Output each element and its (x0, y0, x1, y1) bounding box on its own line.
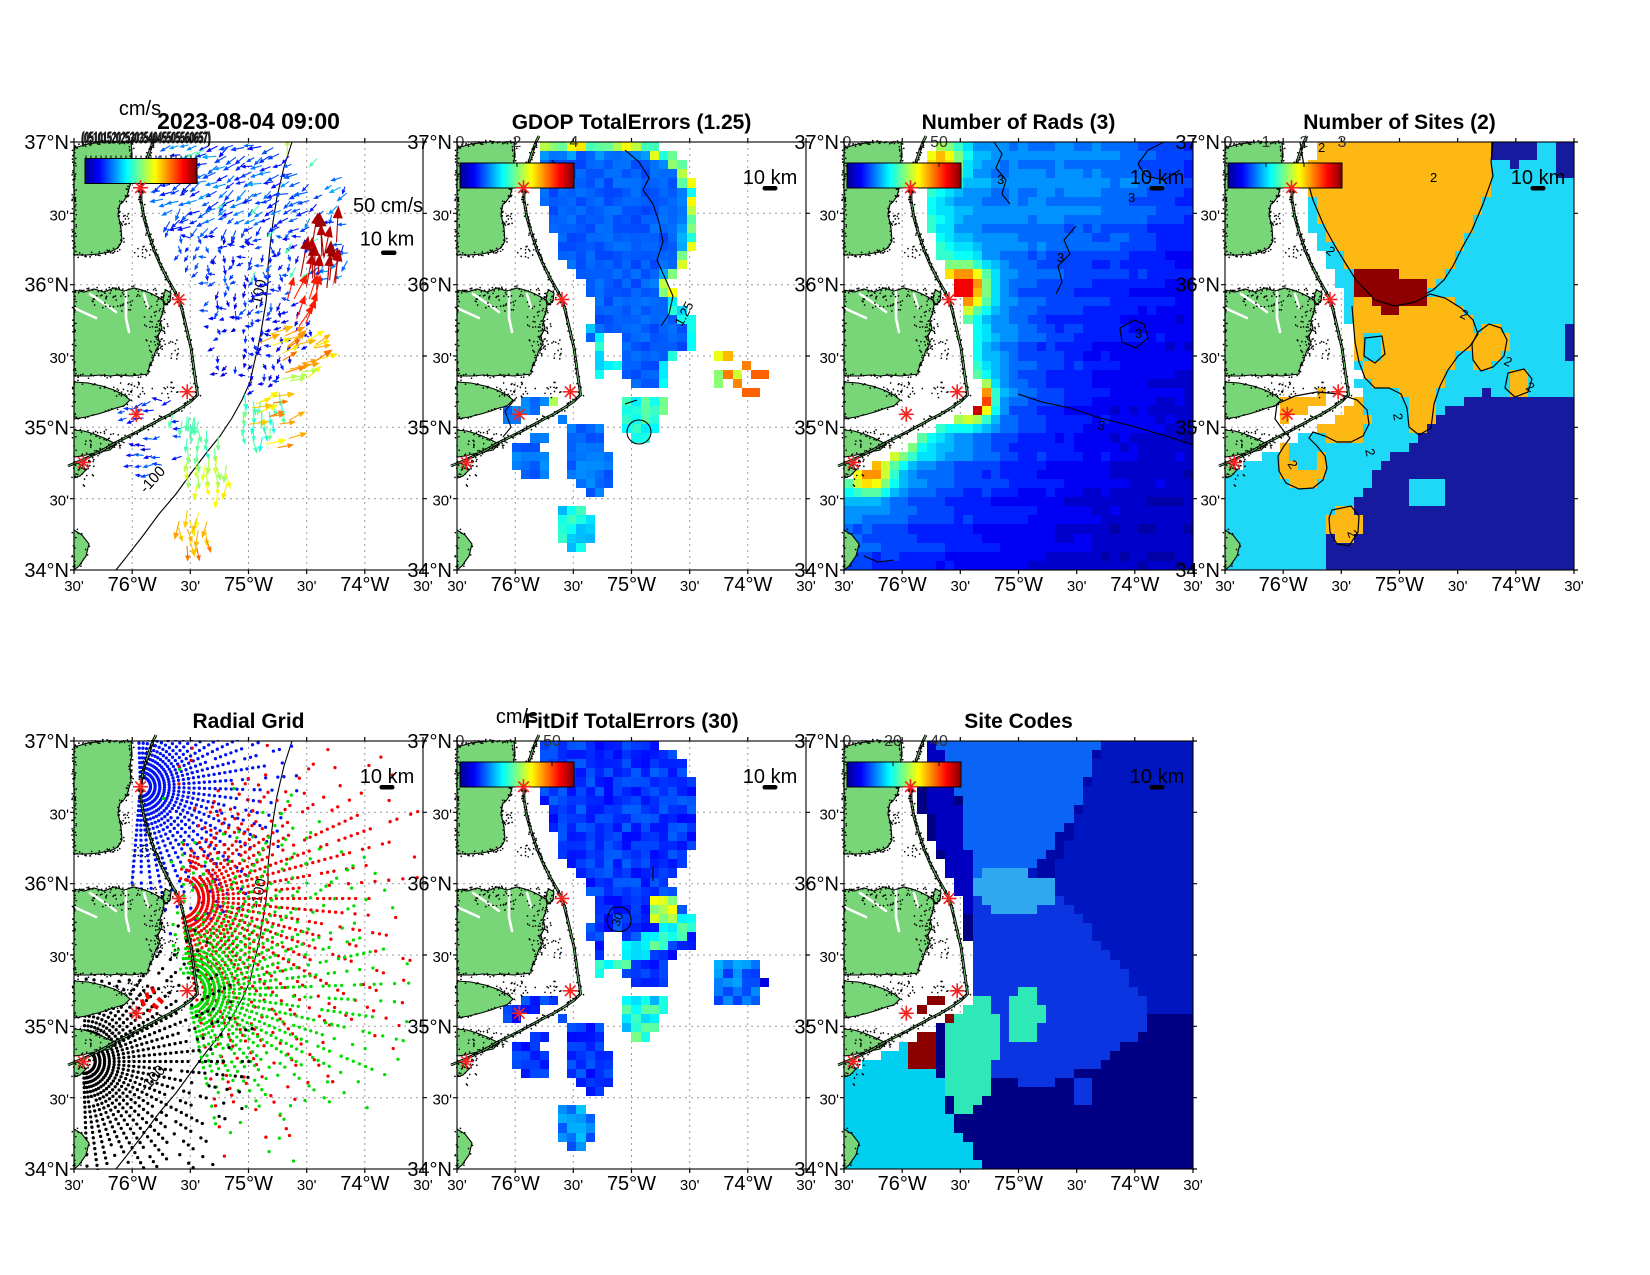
svg-text:3: 3 (1128, 190, 1135, 205)
svg-text:Site Codes: Site Codes (964, 710, 1073, 733)
svg-text:Radial Grid: Radial Grid (192, 710, 304, 733)
svg-text:2: 2 (1318, 140, 1325, 155)
svg-text:2: 2 (1362, 447, 1378, 458)
svg-text:3: 3 (1096, 417, 1106, 433)
svg-text:GDOP TotalErrors (1.25): GDOP TotalErrors (1.25) (512, 111, 752, 134)
svg-text:50 cm/s: 50 cm/s (353, 195, 423, 217)
svg-text:10 km: 10 km (360, 229, 414, 251)
svg-text:Number of Sites (2): Number of Sites (2) (1303, 111, 1496, 134)
svg-text:2: 2 (1390, 412, 1406, 422)
svg-text:3: 3 (997, 172, 1004, 187)
svg-text:cm/s: cm/s (119, 98, 161, 120)
svg-text:-100: -100 (136, 463, 169, 497)
svg-text:3: 3 (1135, 326, 1142, 341)
svg-text:3: 3 (1057, 250, 1064, 265)
svg-text:2: 2 (1344, 528, 1361, 540)
svg-text:2: 2 (1430, 170, 1437, 185)
svg-text:30: 30 (609, 910, 627, 928)
svg-text:FitDif TotalErrors (30): FitDif TotalErrors (30) (524, 710, 738, 733)
svg-text:2023-08-04 09:00: 2023-08-04 09:00 (157, 108, 340, 134)
svg-text:(051015202530354045505560657): (051015202530354045505560657) (81, 131, 210, 148)
svg-text:cm/s: cm/s (496, 706, 538, 728)
svg-text:Number of Rads (3): Number of Rads (3) (922, 111, 1116, 134)
